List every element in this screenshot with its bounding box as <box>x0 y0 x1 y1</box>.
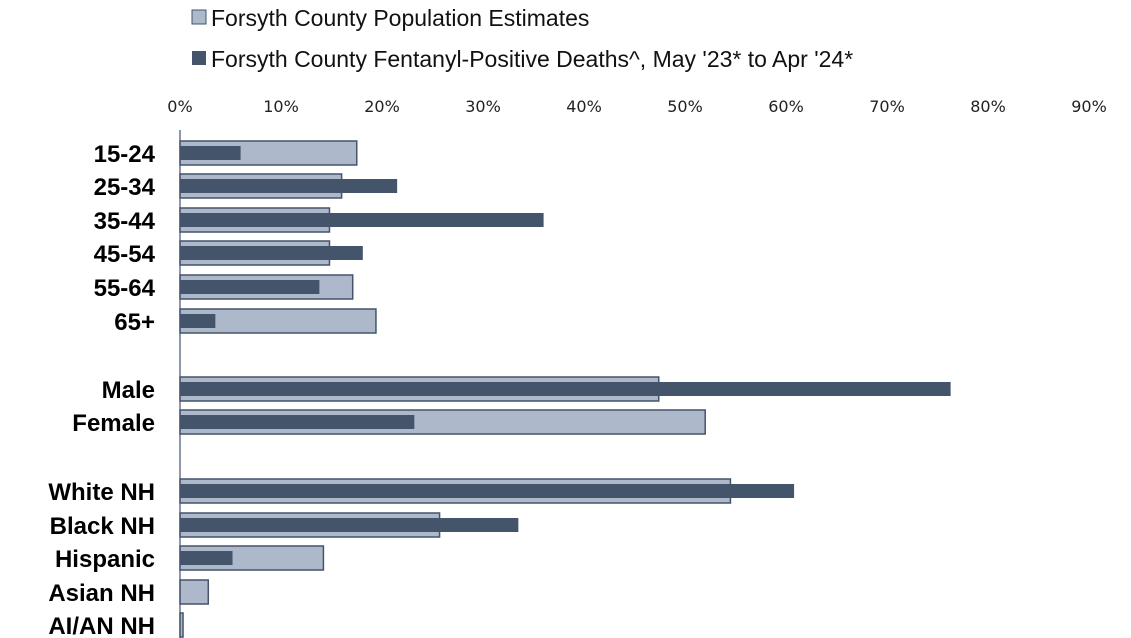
deaths-bar <box>180 415 415 429</box>
deaths-bar <box>180 146 241 160</box>
legend: Forsyth County Population Estimates Fors… <box>191 5 853 72</box>
category-label: AI/AN NH <box>48 613 155 638</box>
category-label: 15-24 <box>94 141 156 168</box>
x-axis-ticks: 0% 10% 20% 30% 40% 50% 60% 70% 80% 90% <box>167 97 1106 116</box>
category-label: 45-54 <box>94 241 156 268</box>
x-tick-label: 50% <box>667 97 703 116</box>
x-tick-label: 80% <box>970 97 1006 116</box>
category-label: Male <box>102 377 155 404</box>
population-bar <box>179 579 210 605</box>
legend-label-deaths: Forsyth County Fentanyl-Positive Deaths^… <box>211 46 853 72</box>
deaths-bar <box>180 246 363 260</box>
deaths-bar <box>180 484 795 498</box>
deaths-bar <box>180 518 519 532</box>
category-label: 35-44 <box>94 208 156 235</box>
category-label: White NH <box>48 479 155 506</box>
x-tick-label: 0% <box>167 97 192 116</box>
deaths-bar <box>180 314 216 328</box>
category-labels: 15-24 25-34 35-44 45-54 55-64 65+ Male Female Wh… <box>48 141 155 638</box>
category-label: 65+ <box>114 309 155 336</box>
x-tick-label: 60% <box>768 97 804 116</box>
deaths-bar <box>180 280 320 294</box>
x-tick-label: 30% <box>465 97 501 116</box>
category-label: Black NH <box>50 513 155 540</box>
deaths-bar <box>180 382 951 396</box>
x-tick-label: 70% <box>869 97 905 116</box>
legend-swatch-deaths <box>192 51 206 65</box>
deaths-bar <box>180 213 544 227</box>
x-tick-label: 90% <box>1071 97 1107 116</box>
category-label: Hispanic <box>55 546 155 573</box>
x-tick-label: 10% <box>263 97 299 116</box>
category-label: Female <box>72 410 155 437</box>
category-label: Asian NH <box>48 580 155 607</box>
bars <box>179 140 951 638</box>
category-label: 55-64 <box>94 275 156 302</box>
legend-swatch-population <box>191 9 207 25</box>
category-label: 25-34 <box>94 174 156 201</box>
x-tick-label: 20% <box>364 97 400 116</box>
deaths-bar <box>180 551 233 565</box>
legend-label-population: Forsyth County Population Estimates <box>211 5 589 31</box>
deaths-bar <box>180 179 398 193</box>
x-tick-label: 40% <box>566 97 602 116</box>
